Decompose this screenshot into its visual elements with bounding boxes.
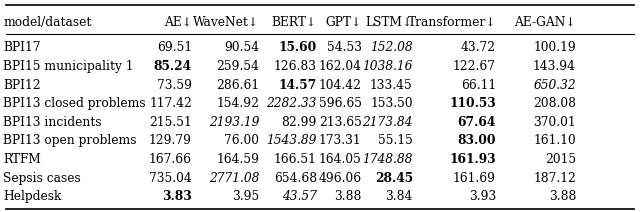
Text: BPI13 closed problems: BPI13 closed problems bbox=[3, 97, 146, 110]
Text: 67.64: 67.64 bbox=[458, 116, 496, 129]
Text: LSTM↓: LSTM↓ bbox=[365, 16, 413, 29]
Text: 735.04: 735.04 bbox=[149, 172, 192, 185]
Text: 187.12: 187.12 bbox=[533, 172, 576, 185]
Text: 173.31: 173.31 bbox=[319, 134, 362, 148]
Text: 43.57: 43.57 bbox=[282, 190, 317, 204]
Text: 133.45: 133.45 bbox=[370, 78, 413, 92]
Text: 152.08: 152.08 bbox=[370, 41, 413, 54]
Text: 166.51: 166.51 bbox=[274, 153, 317, 166]
Text: model/dataset: model/dataset bbox=[3, 16, 92, 29]
Text: 126.83: 126.83 bbox=[274, 60, 317, 73]
Text: 3.88: 3.88 bbox=[334, 190, 362, 204]
Text: 90.54: 90.54 bbox=[224, 41, 259, 54]
Text: 43.72: 43.72 bbox=[461, 41, 496, 54]
Text: AE↓: AE↓ bbox=[164, 16, 192, 29]
Text: 83.00: 83.00 bbox=[458, 134, 496, 148]
Text: 110.53: 110.53 bbox=[449, 97, 496, 110]
Text: 66.11: 66.11 bbox=[461, 78, 496, 92]
Text: 54.53: 54.53 bbox=[326, 41, 362, 54]
Text: 164.59: 164.59 bbox=[216, 153, 259, 166]
Text: RTFM: RTFM bbox=[3, 153, 41, 166]
Text: 85.24: 85.24 bbox=[154, 60, 192, 73]
Text: 82.99: 82.99 bbox=[282, 116, 317, 129]
Text: 129.79: 129.79 bbox=[149, 134, 192, 148]
Text: 259.54: 259.54 bbox=[216, 60, 259, 73]
Text: Transformer↓: Transformer↓ bbox=[408, 16, 496, 29]
Text: 153.50: 153.50 bbox=[370, 97, 413, 110]
Text: 164.05: 164.05 bbox=[319, 153, 362, 166]
Text: 143.94: 143.94 bbox=[533, 60, 576, 73]
Text: 162.04: 162.04 bbox=[319, 60, 362, 73]
Text: BERT↓: BERT↓ bbox=[271, 16, 317, 29]
Text: 1543.89: 1543.89 bbox=[266, 134, 317, 148]
Text: BPI15 municipality 1: BPI15 municipality 1 bbox=[3, 60, 134, 73]
Text: 3.84: 3.84 bbox=[385, 190, 413, 204]
Text: 3.93: 3.93 bbox=[468, 190, 496, 204]
Text: 3.83: 3.83 bbox=[163, 190, 192, 204]
Text: 2015: 2015 bbox=[545, 153, 576, 166]
Text: 55.15: 55.15 bbox=[378, 134, 413, 148]
Text: 154.92: 154.92 bbox=[216, 97, 259, 110]
Text: 2771.08: 2771.08 bbox=[209, 172, 259, 185]
Text: 654.68: 654.68 bbox=[274, 172, 317, 185]
Text: 15.60: 15.60 bbox=[278, 41, 317, 54]
Text: 1748.88: 1748.88 bbox=[362, 153, 413, 166]
Text: 100.19: 100.19 bbox=[533, 41, 576, 54]
Text: 208.08: 208.08 bbox=[533, 97, 576, 110]
Text: 161.10: 161.10 bbox=[533, 134, 576, 148]
Text: 213.65: 213.65 bbox=[319, 116, 362, 129]
Text: GPT↓: GPT↓ bbox=[325, 16, 362, 29]
Text: 73.59: 73.59 bbox=[157, 78, 192, 92]
Text: 2173.84: 2173.84 bbox=[362, 116, 413, 129]
Text: 215.51: 215.51 bbox=[149, 116, 192, 129]
Text: 167.66: 167.66 bbox=[149, 153, 192, 166]
Text: 161.93: 161.93 bbox=[449, 153, 496, 166]
Text: 3.88: 3.88 bbox=[548, 190, 576, 204]
Text: BPI17: BPI17 bbox=[3, 41, 41, 54]
Text: 14.57: 14.57 bbox=[278, 78, 317, 92]
Text: 2193.19: 2193.19 bbox=[209, 116, 259, 129]
Text: WaveNet↓: WaveNet↓ bbox=[193, 16, 259, 29]
Text: 286.61: 286.61 bbox=[216, 78, 259, 92]
Text: AE-GAN↓: AE-GAN↓ bbox=[515, 16, 576, 29]
Text: 104.42: 104.42 bbox=[319, 78, 362, 92]
Text: 76.00: 76.00 bbox=[224, 134, 259, 148]
Text: 28.45: 28.45 bbox=[374, 172, 413, 185]
Text: BPI13 open problems: BPI13 open problems bbox=[3, 134, 137, 148]
Text: 3.95: 3.95 bbox=[232, 190, 259, 204]
Text: BPI13 incidents: BPI13 incidents bbox=[3, 116, 102, 129]
Text: 122.67: 122.67 bbox=[453, 60, 496, 73]
Text: 2282.33: 2282.33 bbox=[266, 97, 317, 110]
Text: 161.69: 161.69 bbox=[453, 172, 496, 185]
Text: 596.65: 596.65 bbox=[319, 97, 362, 110]
Text: 117.42: 117.42 bbox=[149, 97, 192, 110]
Text: 370.01: 370.01 bbox=[533, 116, 576, 129]
Text: Sepsis cases: Sepsis cases bbox=[3, 172, 81, 185]
Text: 650.32: 650.32 bbox=[533, 78, 576, 92]
Text: 69.51: 69.51 bbox=[157, 41, 192, 54]
Text: 1038.16: 1038.16 bbox=[362, 60, 413, 73]
Text: 496.06: 496.06 bbox=[319, 172, 362, 185]
Text: BPI12: BPI12 bbox=[3, 78, 41, 92]
Text: Helpdesk: Helpdesk bbox=[3, 190, 61, 204]
